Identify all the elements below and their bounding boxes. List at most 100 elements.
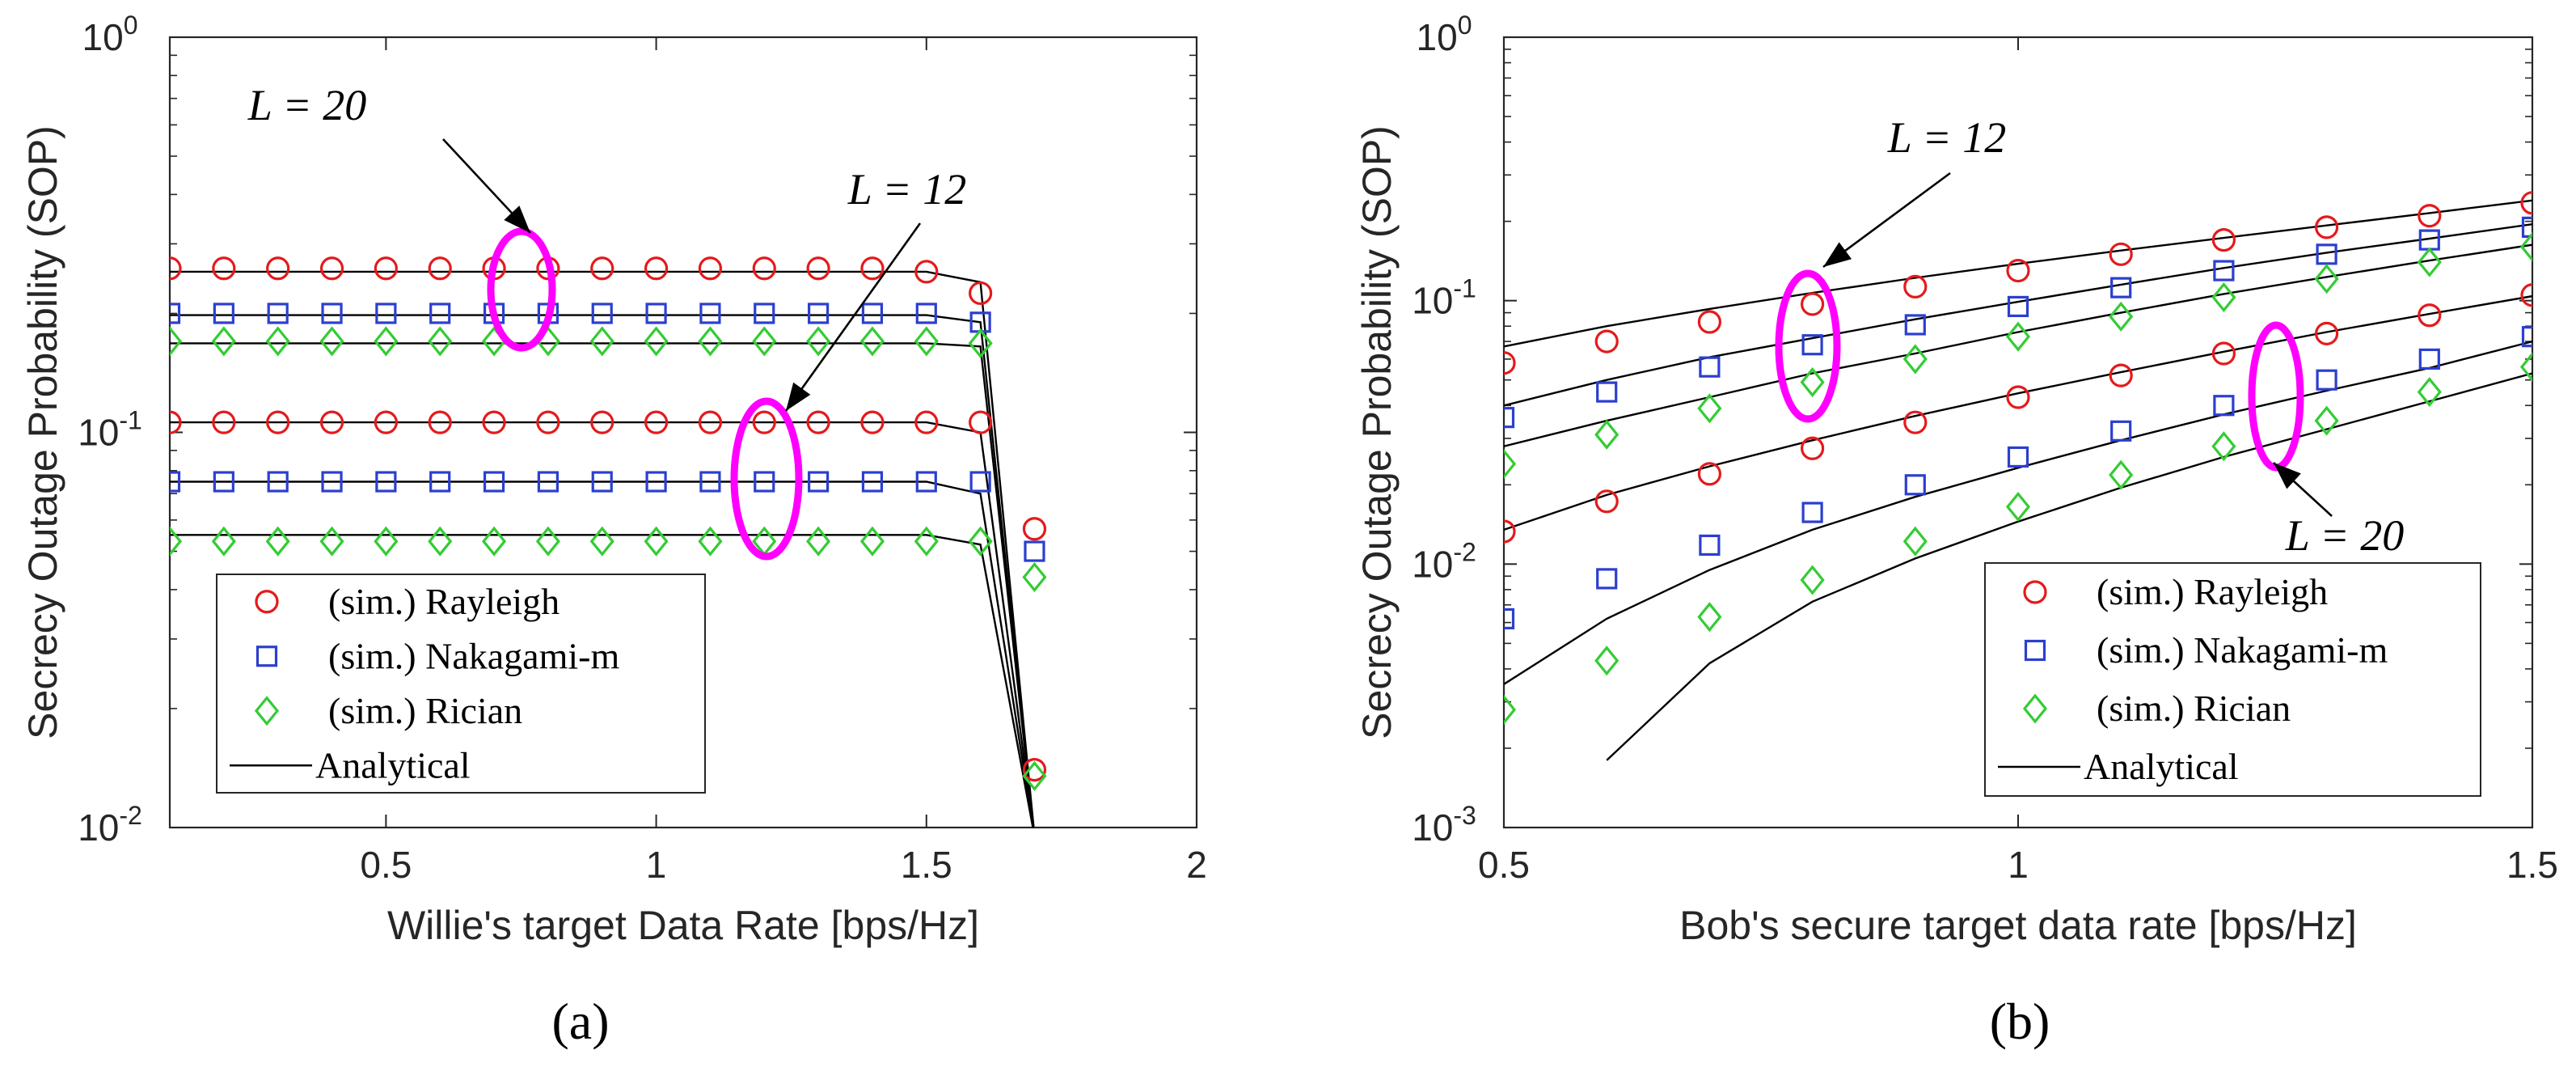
legend-circle-symbol <box>255 590 279 614</box>
square-marker <box>1504 607 1515 630</box>
y-tick-base: 10 <box>78 806 119 849</box>
diamond-marker <box>428 326 453 357</box>
arrow-head <box>2274 463 2301 489</box>
diamond-marker <box>374 526 399 557</box>
square-marker <box>645 303 667 324</box>
diamond-marker <box>1800 367 1825 398</box>
square-marker <box>591 471 613 493</box>
diamond-marker <box>1594 419 1620 450</box>
circle-marker <box>914 260 939 284</box>
diamond-marker <box>806 326 831 357</box>
circle-marker <box>914 410 939 434</box>
diamond-marker <box>481 526 507 557</box>
square-marker <box>1699 534 1721 557</box>
circle-marker <box>266 410 290 434</box>
circle-marker <box>1504 351 1516 375</box>
square-marker <box>170 471 181 493</box>
circle-marker <box>319 256 344 281</box>
circle-marker <box>2418 303 2442 328</box>
legend-entry: (sim.) Rayleigh <box>328 581 560 622</box>
square-marker <box>2007 295 2029 318</box>
diamond-marker <box>644 326 669 357</box>
square-marker <box>645 471 667 493</box>
panel-label: (b) <box>1990 993 2050 1050</box>
arrow-head <box>1823 242 1852 267</box>
circle-marker <box>266 256 290 281</box>
y-tick-exponent: -2 <box>1453 537 1476 566</box>
circle-marker <box>1697 462 1721 486</box>
diamond-marker <box>589 526 614 557</box>
diamond-marker <box>2005 491 2031 523</box>
circle-marker <box>374 256 398 281</box>
diamond-marker <box>2314 405 2339 436</box>
square-marker <box>2521 326 2532 348</box>
square-marker <box>591 303 613 324</box>
diamond-marker <box>2519 352 2532 383</box>
circle-marker <box>2006 258 2030 283</box>
diamond-marker <box>968 328 993 358</box>
diamond-marker <box>2211 431 2236 462</box>
square-marker <box>1024 540 1045 562</box>
diamond-marker <box>914 526 939 557</box>
legend-entry: (sim.) Nakagami-m <box>328 635 619 676</box>
circle-marker <box>1801 292 1825 316</box>
square-marker <box>808 303 830 324</box>
diamond-marker <box>1902 526 1928 557</box>
square-marker <box>2316 243 2337 265</box>
square-marker <box>2316 369 2337 391</box>
circle-marker <box>1697 310 1721 334</box>
panel-label: (a) <box>551 993 609 1050</box>
circle-marker <box>860 256 885 281</box>
circle-marker <box>1022 517 1047 541</box>
square-marker <box>429 471 451 493</box>
y-tick-base: 10 <box>78 412 119 454</box>
diamond-marker <box>859 526 885 557</box>
circle-marker <box>806 410 830 434</box>
diamond-marker <box>535 526 560 557</box>
analytical-line <box>1504 294 2532 531</box>
y-tick-label: 10-2 <box>78 801 142 849</box>
y-axis-label: Secrecy Outage Probability (SOP) <box>20 125 65 739</box>
legend-diamond-symbol <box>254 696 280 726</box>
circle-marker <box>2418 204 2442 228</box>
square-marker <box>2521 216 2532 238</box>
diamond-marker <box>1594 646 1620 676</box>
square-marker <box>213 471 234 493</box>
arrow-head <box>786 382 811 411</box>
diamond-marker <box>859 326 885 357</box>
circle-marker <box>969 410 993 434</box>
x-tick-label: 1 <box>2008 844 2029 886</box>
circle-marker <box>1504 519 1516 544</box>
diamond-marker <box>1504 694 1517 725</box>
y-tick-base: 10 <box>1417 16 1458 58</box>
y-tick-label: 10-2 <box>1412 537 1476 585</box>
square-marker <box>861 471 884 493</box>
diamond-marker <box>2109 301 2134 332</box>
legend-entry: Analytical <box>2084 746 2239 787</box>
y-tick-base: 10 <box>1412 280 1453 322</box>
y-tick-base: 10 <box>1412 543 1453 585</box>
y-tick-label: 10-3 <box>1412 801 1476 849</box>
square-marker <box>2007 446 2029 468</box>
diamond-marker <box>2417 377 2442 408</box>
circle-marker <box>2315 215 2339 239</box>
series-group <box>1504 191 2532 761</box>
circle-marker <box>860 410 885 434</box>
square-marker <box>321 303 343 324</box>
analytical-line <box>1504 223 2532 407</box>
diamond-marker <box>1697 602 1722 633</box>
square-marker <box>375 303 397 324</box>
square-marker <box>2213 395 2235 417</box>
square-marker <box>375 471 397 493</box>
diamond-marker <box>170 526 183 557</box>
circle-marker <box>752 256 776 281</box>
diamond-marker <box>319 326 344 357</box>
diamond-marker <box>374 326 399 357</box>
circle-marker <box>319 410 344 434</box>
y-tick-exponent: -2 <box>119 801 141 830</box>
square-marker <box>1801 502 1823 523</box>
circle-marker <box>590 256 614 281</box>
x-tick-label: 1 <box>646 844 667 886</box>
diamond-marker <box>1504 448 1517 480</box>
square-marker <box>213 303 234 324</box>
